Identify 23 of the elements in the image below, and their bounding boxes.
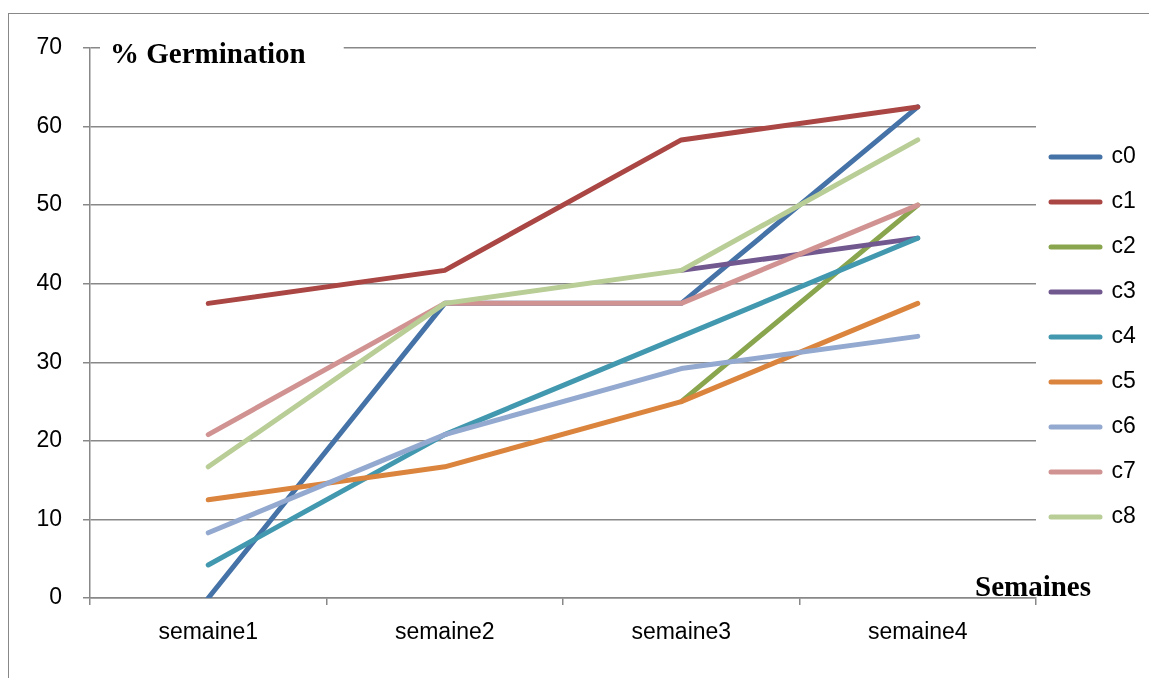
- x-tick-label: semaine4: [867, 618, 968, 645]
- legend-label: c6: [1111, 412, 1136, 439]
- legend-label: c7: [1111, 457, 1136, 484]
- x-tick-label: semaine2: [394, 618, 495, 645]
- legend-label: c5: [1111, 367, 1136, 394]
- y-tick-label: 50: [36, 190, 62, 217]
- x-tick-label: semaine1: [158, 618, 259, 645]
- legend-label: c0: [1111, 142, 1136, 169]
- legend-label: c4: [1111, 322, 1136, 349]
- x-tick-label: semaine3: [631, 618, 732, 645]
- y-axis-title: % Germination: [110, 37, 306, 69]
- y-tick-label: 60: [36, 111, 62, 138]
- legend-label: c2: [1111, 232, 1136, 259]
- y-tick-label: 30: [36, 347, 62, 374]
- y-tick-label: 0: [49, 583, 62, 610]
- legend-label: c1: [1111, 187, 1136, 214]
- legend-label: c8: [1111, 502, 1136, 529]
- y-tick-label: 40: [36, 269, 62, 296]
- legend-label: c3: [1111, 277, 1136, 304]
- y-tick-label: 20: [36, 426, 62, 453]
- y-tick-label: 10: [36, 504, 62, 531]
- y-tick-label: 70: [36, 33, 62, 60]
- x-axis-title: Semaines: [975, 570, 1091, 602]
